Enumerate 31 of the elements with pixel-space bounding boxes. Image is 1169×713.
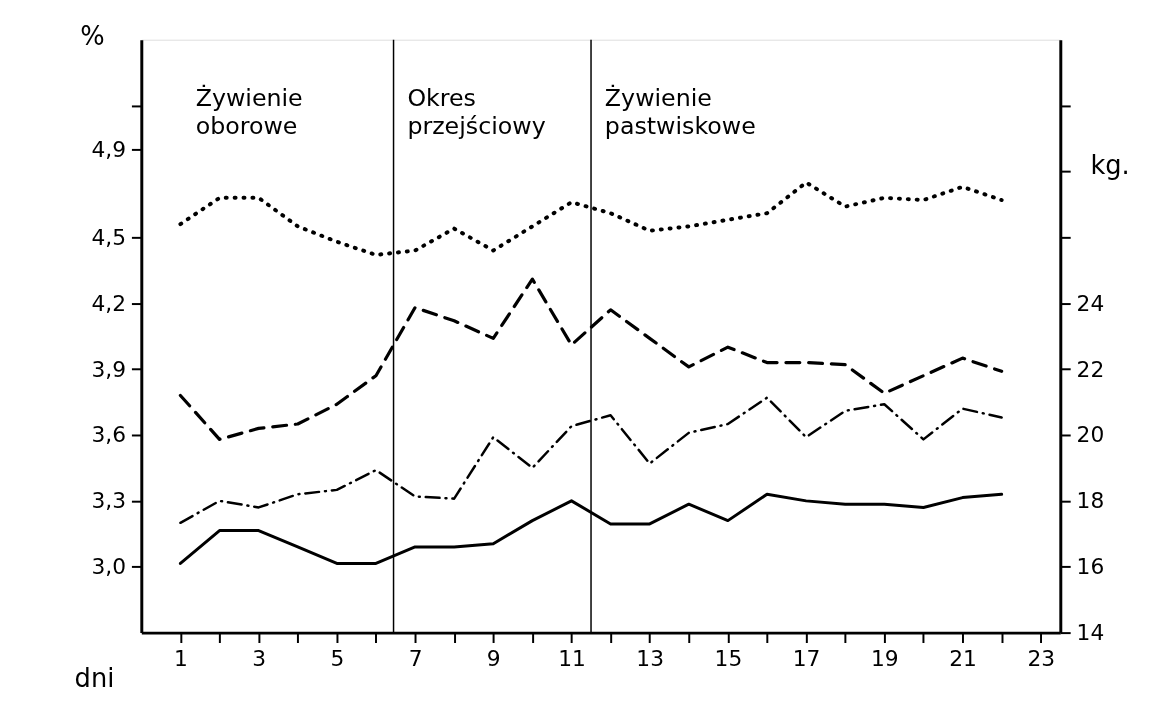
y-tick-label: 3,0 (91, 554, 126, 580)
annotation: Okres przejściowy (407, 83, 546, 140)
x-tick-label: 17 (792, 645, 821, 671)
y-tick-label: 4,9 (91, 136, 126, 162)
x-tick-label: 13 (636, 645, 664, 671)
y2-tick-label: 18 (1076, 488, 1105, 514)
y2-tick-label: 20 (1076, 422, 1105, 448)
y-tick-label: 4,2 (91, 290, 126, 316)
x-tick-label: 9 (486, 645, 501, 671)
y-axis-title: % (80, 21, 105, 52)
y2-axis-title: kg. (1090, 149, 1130, 180)
y2-tick-label: 14 (1076, 620, 1105, 646)
y2-tick-label: 24 (1076, 290, 1105, 316)
x-tick-label: 15 (714, 645, 743, 671)
x-tick-label: 1 (173, 645, 188, 671)
y-tick-label: 4,5 (91, 224, 126, 250)
x-tick-label: 21 (949, 645, 977, 671)
y-tick-label: 3,6 (91, 422, 126, 448)
x-tick-label: 11 (558, 645, 586, 671)
y-tick-label: 3,3 (91, 488, 126, 514)
x-tick-label: 3 (252, 645, 267, 671)
annotation: Żywienie oborowe (195, 83, 303, 140)
y-tick-label: 3,9 (91, 356, 126, 382)
x-tick-label: 19 (871, 645, 899, 671)
y2-tick-label: 16 (1076, 554, 1105, 580)
x-axis-title: dni (74, 663, 115, 694)
y2-tick-label: 22 (1076, 356, 1105, 382)
x-tick-label: 7 (408, 645, 423, 671)
annotation: Żywienie pastwiskowe (604, 83, 756, 140)
x-tick-label: 23 (1027, 645, 1056, 671)
x-tick-label: 5 (330, 645, 345, 671)
